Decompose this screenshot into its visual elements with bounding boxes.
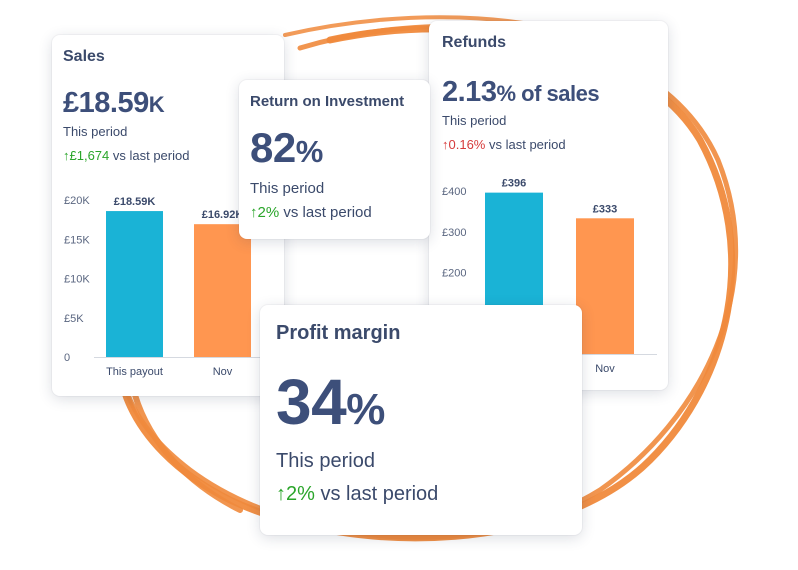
roi-value: 82%	[250, 124, 323, 172]
sales-chart-ytick-label: £15K	[64, 234, 90, 246]
profit-margin-value-number: 34	[276, 366, 347, 438]
refunds-title: Refunds	[442, 34, 506, 51]
refunds-period-label: This period	[442, 113, 507, 128]
roi-value-unit: %	[295, 134, 324, 169]
sales-chart-data-label: £16.92K	[202, 209, 244, 221]
sales-chart-category-label: Nov	[213, 366, 233, 378]
sales-title: Sales	[63, 48, 105, 65]
sales-chart-bar	[194, 224, 251, 357]
sales-chart-category-label: This payout	[106, 366, 163, 378]
sales-value: £18.59K	[63, 87, 165, 120]
arrow-up-icon: ↑	[276, 483, 286, 505]
profit-margin-change: ↑2% vs last period	[276, 483, 438, 506]
refunds-chart-data-label: £333	[593, 203, 617, 215]
roi-value-number: 82	[250, 124, 296, 171]
refunds-change-value: 0.16%	[448, 137, 486, 152]
refunds-chart-bar	[576, 218, 634, 354]
sales-chart-data-label: £18.59K	[114, 196, 156, 208]
refunds-change: ↑0.16% vs last period	[442, 137, 566, 152]
arrow-up-icon: ↑	[442, 137, 449, 152]
refunds-value-unit: % of sales	[496, 81, 600, 106]
refunds-value: 2.13% of sales	[442, 76, 600, 109]
profit-margin-title: Profit margin	[276, 322, 401, 344]
sales-chart-ytick-label: 0	[64, 352, 70, 364]
roi-period-label: This period	[250, 180, 325, 197]
profit-margin-period-label: This period	[276, 450, 375, 472]
refunds-value-number: 2.13	[442, 76, 497, 108]
roi-card[interactable]: Return on Investment 82% This period ↑2%…	[239, 80, 430, 239]
roi-change-suffix: vs last period	[279, 204, 372, 221]
refunds-chart-ytick-label: £200	[442, 268, 466, 280]
sales-bar-chart: 0 £5K £10K £15K £20K £18.59K This payout £16.92…	[64, 195, 284, 378]
sales-change-value: £1,674	[69, 148, 110, 163]
sales-chart-bar	[106, 211, 163, 357]
sales-period-label: This period	[63, 124, 128, 139]
profit-margin-value: 34%	[276, 365, 385, 439]
refunds-chart-category-label: Nov	[595, 363, 615, 375]
profit-margin-change-value: 2%	[286, 483, 315, 505]
profit-margin-value-unit: %	[346, 385, 385, 434]
sales-change-suffix: vs last period	[109, 148, 190, 163]
arrow-up-icon: ↑	[63, 148, 70, 163]
profit-margin-change-suffix: vs last period	[314, 483, 439, 505]
roi-change-value: 2%	[257, 204, 280, 221]
refunds-chart-ytick-label: £400	[442, 186, 466, 198]
refunds-chart-data-label: £396	[502, 178, 526, 190]
refunds-change-suffix: vs last period	[485, 137, 566, 152]
roi-title: Return on Investment	[250, 93, 405, 110]
sales-chart-ytick-label: £20K	[64, 195, 90, 207]
profit-margin-card[interactable]: Profit margin 34% This period ↑2% vs las…	[260, 305, 582, 535]
sales-value-unit: K	[148, 92, 165, 117]
sales-value-number: £18.59	[63, 87, 149, 119]
refunds-chart-ytick-label: £300	[442, 227, 466, 239]
sales-chart-ytick-label: £10K	[64, 274, 90, 286]
roi-change: ↑2% vs last period	[250, 204, 372, 221]
sales-chart-ytick-label: £5K	[64, 313, 84, 325]
sales-change: ↑£1,674 vs last period	[63, 148, 189, 163]
arrow-up-icon: ↑	[250, 204, 258, 221]
